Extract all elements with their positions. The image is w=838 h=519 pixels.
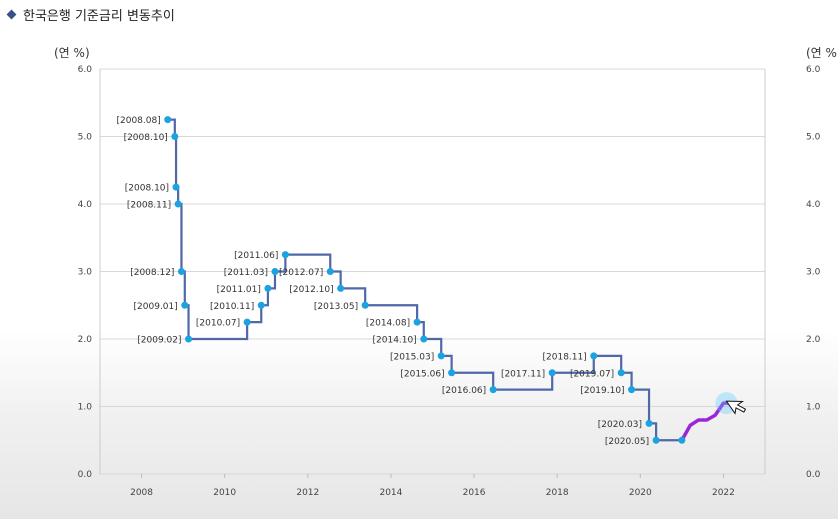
y-tick-label-right: 5.0 [806,133,821,143]
data-label: [2019.07] [570,369,614,379]
y-tick-label-left: 3.0 [78,268,93,278]
data-label: [2009.02] [137,336,181,346]
data-point[interactable] [181,301,189,309]
data-point[interactable] [264,284,272,292]
y-tick-label-right: 1.0 [806,403,821,413]
data-point[interactable] [326,268,334,275]
y-tick-label-right: 4.0 [806,200,821,210]
data-point[interactable] [437,352,445,360]
y-tick-label-right: 0.0 [806,470,821,480]
data-label: [2008.12] [130,268,174,278]
data-label: [2019.10] [580,386,624,396]
y-tick-label-left: 5.0 [78,133,93,143]
data-label: [2016.06] [442,386,486,396]
data-label: [2018.11] [543,352,587,362]
data-label: [2009.01] [134,302,178,312]
data-label: [2011.06] [234,251,278,261]
y-axis-unit-right: (연 % [806,46,837,60]
data-label: [2020.05] [605,437,649,447]
data-point[interactable] [548,369,556,377]
data-point[interactable] [164,116,172,124]
data-point[interactable] [590,352,598,360]
data-point[interactable] [172,183,180,191]
data-point[interactable] [281,251,289,259]
data-point[interactable] [645,419,653,427]
title-bar: 한국은행 기준금리 변동추이 [4,4,175,24]
data-label: [2011.03] [224,268,268,278]
data-point[interactable] [617,369,625,377]
data-point[interactable] [361,301,369,309]
y-tick-label-left: 0.0 [78,470,93,480]
data-label: [2014.10] [373,336,417,346]
data-label: [2008.10] [124,133,168,143]
y-tick-label-left: 2.0 [78,335,93,345]
y-tick-label-left: 6.0 [78,65,93,75]
x-tick-label: 2010 [213,488,236,498]
y-axis-unit-left: (연 %) [54,46,90,60]
data-point[interactable] [257,301,265,309]
x-tick-label: 2020 [629,488,652,498]
chart-title: 한국은행 기준금리 변동추이 [23,8,175,24]
data-label: [2014.08] [366,319,410,329]
data-point[interactable] [448,369,456,377]
data-point[interactable] [628,386,636,394]
data-label: [2012.07] [279,268,323,278]
data-point[interactable] [420,335,428,343]
data-label: [2015.06] [400,369,444,379]
data-label: [2010.11] [210,302,254,312]
data-point[interactable] [174,200,182,208]
data-label: [2017.11] [501,369,545,379]
x-tick-label: 2012 [296,488,319,498]
x-tick-label: 2008 [130,488,153,498]
highlight-line [680,401,731,442]
y-tick-label-right: 3.0 [806,268,821,278]
x-tick-label: 2014 [379,488,402,498]
data-point[interactable] [177,268,185,275]
data-label: [2011.01] [217,285,261,295]
data-label: [2013.05] [314,302,358,312]
data-label: [2008.08] [116,116,160,126]
data-label: [2020.03] [598,420,642,430]
y-tick-label-left: 4.0 [78,200,93,210]
data-label: [2012.10] [289,285,333,295]
data-label: [2015.03] [390,352,434,362]
data-point[interactable] [171,133,179,140]
data-point[interactable] [413,318,421,326]
x-tick-label: 2016 [463,488,486,498]
x-tick-label: 2022 [712,488,735,498]
data-label: [2008.11] [127,201,171,211]
y-tick-label-right: 2.0 [806,335,821,345]
data-label: [2008.10] [125,184,169,194]
mouse-cursor-icon [725,400,747,415]
data-label: [2010.07] [196,319,240,329]
data-point[interactable] [243,318,251,326]
data-point[interactable] [489,386,497,394]
data-point[interactable] [652,436,660,444]
y-tick-label-right: 6.0 [806,65,821,75]
data-point[interactable] [271,268,279,275]
data-point[interactable] [678,436,686,444]
data-point[interactable] [337,284,345,292]
y-tick-label-left: 1.0 [78,403,93,413]
data-point[interactable] [185,335,193,343]
x-tick-label: 2018 [546,488,569,498]
